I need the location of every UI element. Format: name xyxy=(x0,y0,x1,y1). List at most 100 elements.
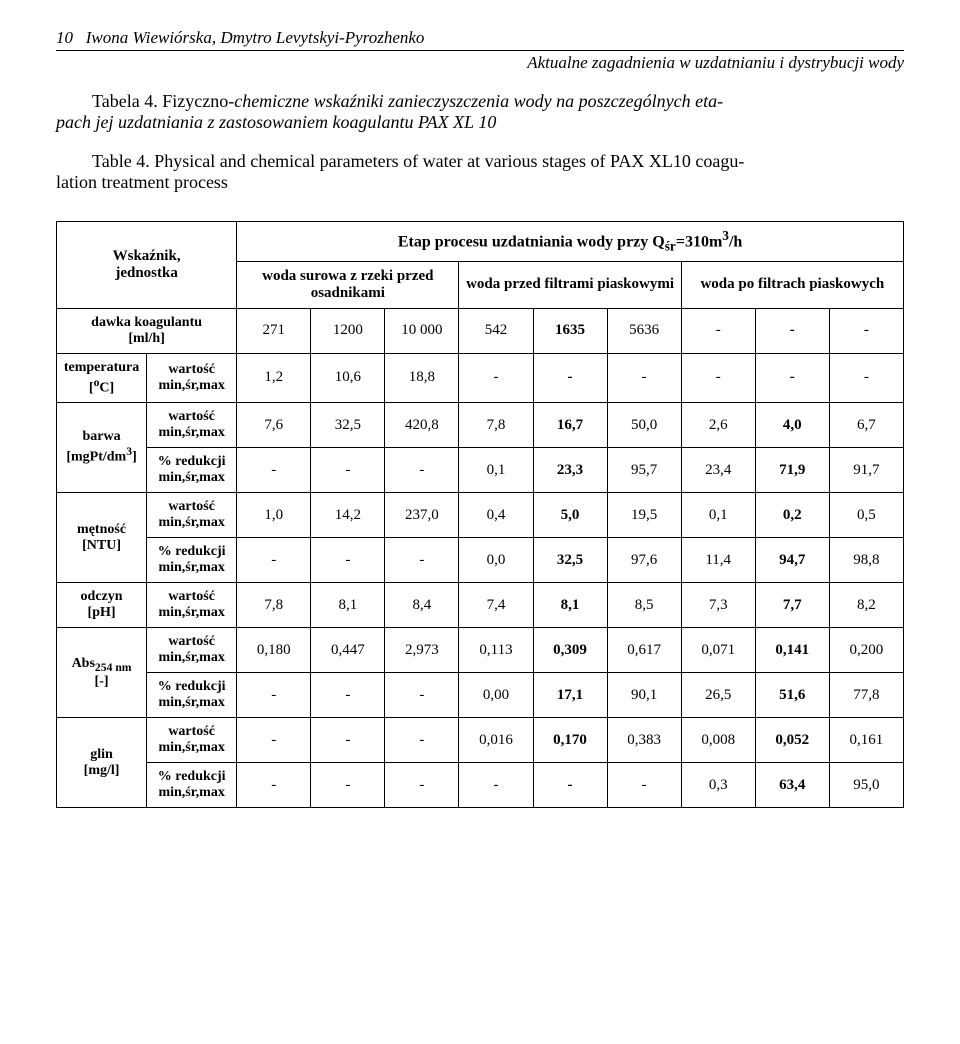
th-etap-sup: 3 xyxy=(722,228,729,243)
table-cell: 1,0 xyxy=(237,493,311,538)
table-cell: - xyxy=(829,308,903,353)
row-sublabel: wartość min,śr,max xyxy=(147,353,237,403)
header-authors-text: Iwona Wiewiórska, Dmytro Levytskyi-Pyroz… xyxy=(86,28,425,47)
row-name: temperatura[oC] xyxy=(57,353,147,403)
row-name: barwa[mgPt/dm3] xyxy=(57,403,147,493)
table-cell: 4,0 xyxy=(755,403,829,448)
th-etap-sub: śr xyxy=(665,239,676,254)
caption-english: Table 4. Physical and chemical parameter… xyxy=(56,151,904,193)
table-cell: 32,5 xyxy=(533,538,607,583)
table-cell: 0,016 xyxy=(459,718,533,763)
caption-pl-a: Fizyczno- xyxy=(158,91,234,111)
table-cell: - xyxy=(237,538,311,583)
table-cell: - xyxy=(755,308,829,353)
row-sublabel: wartość min,śr,max xyxy=(147,583,237,628)
table-cell: 14,2 xyxy=(311,493,385,538)
table-cell: 8,2 xyxy=(829,583,903,628)
caption-en-a: Physical and chemical parameters of wate… xyxy=(150,151,610,171)
table-cell: 6,7 xyxy=(829,403,903,448)
table-cell: 271 xyxy=(237,308,311,353)
row-sublabel: wartość min,śr,max xyxy=(147,493,237,538)
row-sublabel: % redukcji min,śr,max xyxy=(147,538,237,583)
table-cell: - xyxy=(237,763,311,808)
table-cell: 0,383 xyxy=(607,718,681,763)
table-cell: - xyxy=(829,353,903,403)
table-cell: 32,5 xyxy=(311,403,385,448)
table-cell: 7,4 xyxy=(459,583,533,628)
th-po: woda po filtrach piaskowych xyxy=(681,261,903,308)
table-cell: - xyxy=(237,448,311,493)
table-cell: 0,617 xyxy=(607,628,681,673)
table-cell: 90,1 xyxy=(607,673,681,718)
table-cell: 7,8 xyxy=(459,403,533,448)
table-cell: - xyxy=(755,353,829,403)
table-cell: - xyxy=(311,673,385,718)
table-cell: 0,4 xyxy=(459,493,533,538)
caption-en-b: PAX XL10 coagu- xyxy=(610,151,744,171)
caption-pl-b: pach jej uzdatniania z zastosowaniem koa… xyxy=(56,112,418,132)
table-cell: - xyxy=(459,763,533,808)
table-cell: - xyxy=(385,718,459,763)
table-cell: 7,8 xyxy=(237,583,311,628)
table-cell: 91,7 xyxy=(829,448,903,493)
table-cell: - xyxy=(681,308,755,353)
table-cell: 8,5 xyxy=(607,583,681,628)
table-cell: 0,141 xyxy=(755,628,829,673)
table-cell: - xyxy=(385,673,459,718)
table-cell: - xyxy=(607,353,681,403)
row-sublabel: % redukcji min,śr,max xyxy=(147,448,237,493)
header-subtitle: Aktualne zagadnienia w uzdatnianiu i dys… xyxy=(56,53,904,73)
table-cell: 50,0 xyxy=(607,403,681,448)
table-cell: 0,5 xyxy=(829,493,903,538)
table-cell: 542 xyxy=(459,308,533,353)
table-cell: 0,113 xyxy=(459,628,533,673)
table-cell: 0,1 xyxy=(681,493,755,538)
table-cell: 1,2 xyxy=(237,353,311,403)
table-cell: 11,4 xyxy=(681,538,755,583)
table-cell: 26,5 xyxy=(681,673,755,718)
table-cell: 0,2 xyxy=(755,493,829,538)
th-wskaznik: Wskaźnik, jednostka xyxy=(57,222,237,309)
table-cell: 77,8 xyxy=(829,673,903,718)
th-etap: Etap procesu uzdatniania wody przy Qśr=3… xyxy=(237,222,904,262)
table-cell: 0,170 xyxy=(533,718,607,763)
row-sublabel: % redukcji min,śr,max xyxy=(147,763,237,808)
table-cell: - xyxy=(311,448,385,493)
row-name: odczyn[pH] xyxy=(57,583,147,628)
table-cell: - xyxy=(607,763,681,808)
table-cell: 0,052 xyxy=(755,718,829,763)
table-cell: 0,447 xyxy=(311,628,385,673)
table-cell: - xyxy=(237,718,311,763)
table-cell: 10 000 xyxy=(385,308,459,353)
table-cell: 0,008 xyxy=(681,718,755,763)
table-cell: - xyxy=(533,353,607,403)
table-cell: - xyxy=(385,448,459,493)
row-sublabel: wartość min,śr,max xyxy=(147,628,237,673)
th-surowa: woda surowa z rzeki przed osadnikami xyxy=(237,261,459,308)
row-name: glin[mg/l] xyxy=(57,718,147,808)
row-sublabel: wartość min,śr,max xyxy=(147,403,237,448)
header-authors xyxy=(77,28,86,47)
table-cell: - xyxy=(459,353,533,403)
table-cell: - xyxy=(385,763,459,808)
th-etap-a: Etap procesu uzdatniania wody przy Q xyxy=(398,233,665,250)
row-sublabel: % redukcji min,śr,max xyxy=(147,673,237,718)
caption-en-label: Table 4. xyxy=(92,151,150,171)
table-cell: - xyxy=(385,538,459,583)
th-etap-b: =310m xyxy=(676,233,722,250)
page-number: 10 xyxy=(56,28,73,47)
caption-pl-c: PAX XL 10 xyxy=(418,112,496,132)
table-cell: 1635 xyxy=(533,308,607,353)
row-name: mętność[NTU] xyxy=(57,493,147,583)
table-cell: 16,7 xyxy=(533,403,607,448)
caption-polish: Tabela 4. Fizyczno-chemiczne wskaźniki z… xyxy=(56,91,904,133)
row-name: Abs254 nm[-] xyxy=(57,628,147,718)
table-cell: 0,200 xyxy=(829,628,903,673)
table-cell: - xyxy=(681,353,755,403)
table-cell: 7,6 xyxy=(237,403,311,448)
table-cell: 8,1 xyxy=(311,583,385,628)
table-cell: 18,8 xyxy=(385,353,459,403)
table-head: Wskaźnik, jednostka Etap procesu uzdatni… xyxy=(57,222,904,309)
table-cell: 63,4 xyxy=(755,763,829,808)
table-cell: 7,7 xyxy=(755,583,829,628)
